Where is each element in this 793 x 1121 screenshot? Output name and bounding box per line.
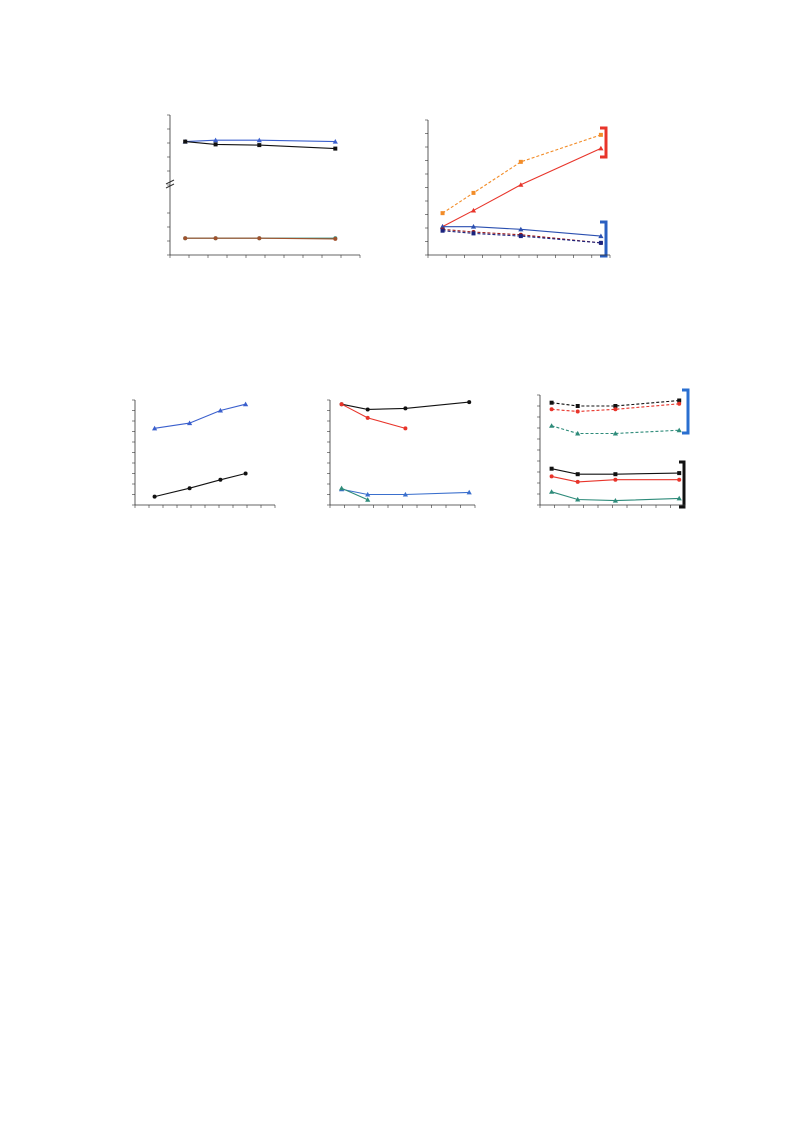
series-line (551, 399, 680, 407)
marker (218, 477, 223, 482)
marker (575, 409, 580, 414)
marker (339, 485, 345, 491)
marker (471, 231, 476, 236)
marker (613, 477, 618, 482)
marker (339, 402, 344, 407)
series-line (185, 141, 336, 150)
marker (333, 236, 338, 241)
series-line (341, 401, 470, 411)
marker (332, 139, 338, 144)
marker (152, 494, 157, 499)
marker (613, 404, 618, 408)
marker (213, 142, 218, 147)
marker (183, 139, 188, 144)
marker (440, 211, 445, 216)
marker (575, 430, 581, 436)
series-line (442, 230, 601, 244)
marker (575, 479, 580, 484)
marker (598, 145, 604, 151)
marker (256, 137, 262, 143)
series-line (154, 403, 246, 429)
marker (365, 407, 370, 412)
marker (243, 471, 248, 476)
marker (612, 498, 618, 503)
series-line (154, 472, 246, 498)
marker (676, 427, 682, 433)
marker (439, 224, 446, 229)
series-line (341, 403, 406, 429)
series-line (551, 475, 680, 483)
series-line (551, 468, 680, 475)
marker (677, 471, 682, 476)
marker (257, 143, 262, 148)
series-line (551, 425, 680, 435)
marker (518, 159, 523, 164)
marker (257, 236, 262, 241)
marker (470, 207, 477, 213)
bracket (682, 388, 690, 435)
series-line (551, 491, 680, 502)
marker (518, 234, 523, 239)
marker (575, 404, 580, 408)
marker (518, 182, 524, 187)
marker (549, 400, 554, 405)
series-line (341, 488, 470, 496)
marker (243, 401, 249, 407)
marker (471, 190, 476, 195)
series-line (442, 228, 601, 244)
marker (152, 425, 158, 431)
marker (677, 477, 682, 482)
marker (518, 226, 524, 232)
marker (677, 398, 682, 403)
marker (613, 407, 618, 412)
marker (598, 233, 604, 239)
marker (365, 497, 371, 502)
marker (333, 146, 338, 151)
marker (613, 472, 618, 477)
marker (575, 496, 581, 502)
marker (183, 236, 188, 241)
marker (466, 489, 472, 495)
marker (549, 466, 554, 471)
marker (549, 489, 555, 494)
series-line (442, 134, 602, 214)
marker (402, 491, 408, 497)
series-line (442, 147, 602, 228)
series-line (442, 226, 601, 237)
marker (440, 228, 445, 233)
series-line (185, 237, 336, 240)
marker (598, 132, 603, 137)
marker (549, 474, 554, 479)
series-line (551, 403, 680, 413)
bracket (600, 126, 608, 159)
marker (403, 426, 408, 431)
marker (187, 420, 193, 426)
marker (365, 491, 371, 497)
marker (549, 407, 554, 412)
bracket (600, 220, 608, 258)
series-line (341, 487, 368, 501)
marker (213, 137, 219, 143)
marker (575, 472, 580, 477)
marker (677, 401, 682, 406)
marker (676, 495, 682, 501)
marker (470, 224, 477, 229)
marker (187, 486, 192, 491)
marker (598, 240, 603, 245)
marker (365, 415, 370, 420)
marker (217, 407, 223, 413)
marker (213, 236, 218, 241)
marker (612, 430, 618, 436)
marker (467, 400, 472, 405)
marker (403, 406, 408, 411)
series-line (185, 139, 336, 143)
marker (549, 423, 555, 428)
bracket (679, 460, 686, 509)
